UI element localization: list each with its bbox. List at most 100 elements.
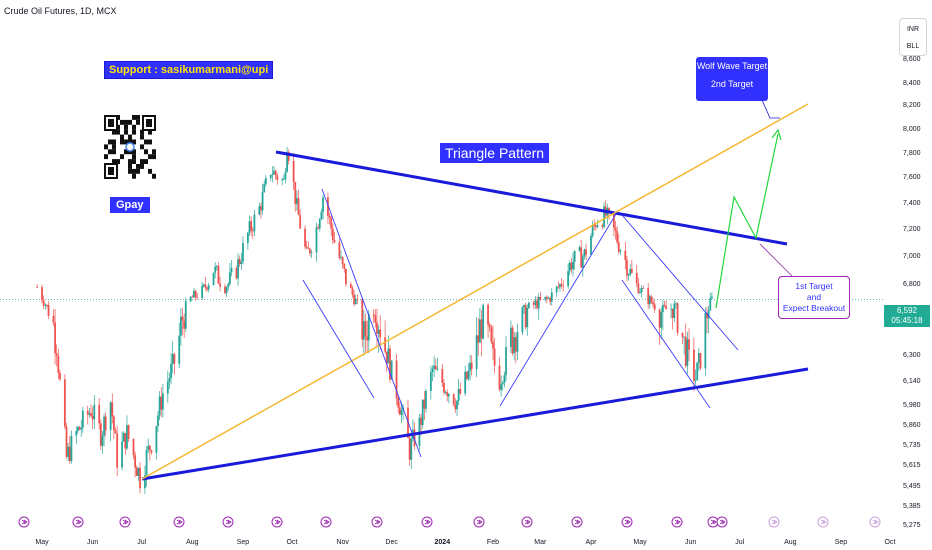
qr-module — [108, 149, 112, 155]
candle-body — [630, 269, 633, 273]
candle-body — [103, 416, 105, 436]
candle-body — [562, 285, 565, 287]
candle-body — [650, 296, 653, 303]
x-tick-label: Aug — [186, 539, 199, 546]
drawing-layer — [141, 99, 809, 481]
candle-body — [516, 331, 519, 352]
candle-body — [364, 321, 367, 337]
candle-body — [224, 286, 226, 294]
candle-body — [629, 269, 632, 275]
candle-body — [52, 315, 55, 323]
candle-body — [681, 332, 684, 338]
x-tick-label: Sep — [237, 539, 250, 546]
x-tick-label: Aug — [784, 539, 797, 546]
candle-body — [42, 300, 45, 306]
candle-body — [147, 445, 150, 451]
candle-body — [63, 379, 66, 427]
candle-body — [281, 179, 284, 181]
candle-body — [653, 304, 656, 310]
event-chevron-icon — [323, 519, 330, 525]
candle-body — [434, 365, 437, 370]
y-tick-label: 7,000 — [903, 253, 921, 260]
wolf-wave-line — [141, 103, 809, 480]
candle-body — [238, 258, 241, 265]
y-tick-label: 5,860 — [903, 422, 921, 429]
candle-body — [333, 240, 336, 243]
candle-body — [537, 296, 540, 309]
x-tick-label: Apr — [586, 539, 598, 546]
currency-toggle[interactable]: INR BLL — [899, 18, 927, 56]
candle-body — [260, 206, 262, 211]
candle-body — [292, 160, 295, 182]
candle-body — [320, 211, 323, 220]
candle-body — [601, 225, 604, 228]
y-tick-label: 5,495 — [903, 483, 921, 490]
candle-body — [593, 225, 596, 227]
candle-body — [330, 217, 333, 229]
event-chevron-icon — [872, 519, 879, 525]
candle-body — [457, 389, 460, 401]
candle-body — [385, 351, 388, 364]
candle-body — [580, 247, 583, 268]
candle-body — [694, 380, 697, 382]
candle-body — [148, 445, 151, 451]
candle-body — [503, 375, 506, 383]
candle-body — [524, 304, 527, 328]
last-price-value: 6,592 — [896, 306, 918, 315]
candle-body — [132, 438, 135, 456]
candle-body — [299, 215, 302, 229]
x-tick-label: Jun — [685, 539, 696, 546]
event-chevron-icon — [424, 519, 431, 525]
candle-body — [560, 284, 563, 286]
qr-module — [136, 119, 140, 125]
candle-body — [557, 286, 560, 288]
candle-body — [578, 247, 581, 251]
candle-body — [178, 335, 181, 364]
candle-body — [155, 426, 158, 453]
event-chevron-icon — [476, 519, 483, 525]
qr-module — [136, 115, 140, 120]
candle-body — [526, 307, 529, 328]
event-chevron-icon — [574, 519, 581, 525]
y-tick-label: 5,615 — [903, 462, 921, 469]
candle-body — [253, 214, 256, 232]
candle-body — [356, 298, 359, 300]
currency-inr[interactable]: INR — [906, 25, 920, 33]
candle-body — [88, 413, 91, 415]
candle-body — [215, 266, 218, 267]
candle-body — [310, 252, 313, 254]
candle-body — [421, 399, 424, 426]
candle-body — [410, 438, 413, 460]
candle-body — [137, 467, 140, 476]
candle-body — [99, 423, 102, 446]
qr-module — [112, 149, 116, 155]
candle-body — [676, 303, 679, 333]
candle-body — [230, 268, 233, 273]
candle-body — [235, 268, 238, 279]
qr-module — [120, 134, 124, 140]
qr-module — [128, 119, 132, 125]
candle-body — [75, 430, 78, 436]
event-marker-icon — [817, 516, 829, 528]
qr-module — [124, 139, 128, 145]
upper-trendline — [275, 150, 788, 246]
y-tick-label: 5,980 — [903, 402, 921, 409]
candle-body — [585, 249, 587, 255]
y-tick-label: 7,600 — [903, 174, 921, 181]
candle-body — [341, 257, 344, 264]
candle-body — [367, 314, 370, 341]
candle-body — [704, 312, 707, 369]
projection-arrowhead — [771, 128, 782, 141]
currency-bll[interactable]: BLL — [906, 42, 920, 50]
y-tick-label: 6,300 — [903, 352, 921, 359]
candle-body — [487, 304, 489, 325]
candle-body — [274, 170, 277, 176]
candle-body — [459, 389, 462, 394]
qr-module — [124, 124, 128, 130]
candle-body — [173, 354, 176, 364]
candle-body — [116, 433, 119, 468]
qr-module — [128, 168, 132, 174]
candle-body — [637, 283, 640, 294]
event-chevron-icon — [21, 519, 28, 525]
